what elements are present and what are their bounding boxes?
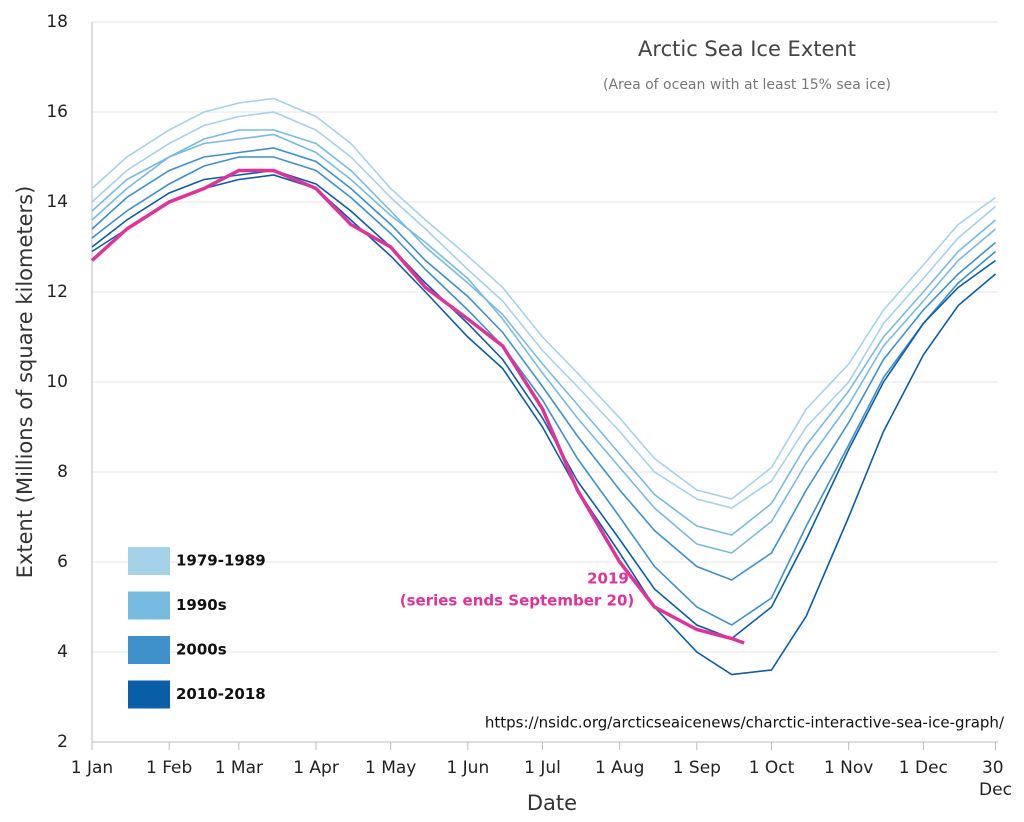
y-tick-label: 4 bbox=[57, 642, 68, 662]
chart-title: Arctic Sea Ice Extent bbox=[638, 37, 856, 61]
x-tick-label: 1 Jan bbox=[71, 758, 113, 778]
year-line bbox=[91, 174, 997, 676]
legend-label: 2000s bbox=[176, 641, 227, 659]
year-line bbox=[91, 147, 997, 581]
year-line bbox=[91, 133, 997, 554]
legend-swatch bbox=[128, 547, 170, 575]
x-tick-label: 1 Jul bbox=[524, 758, 561, 778]
x-axis-label: Date bbox=[527, 791, 577, 815]
x-tick-label: 1 Aug bbox=[595, 758, 644, 778]
year-line bbox=[91, 169, 996, 640]
x-tick-label: 30 Dec bbox=[979, 758, 1012, 800]
x-tick-label: 1 Nov bbox=[824, 758, 873, 778]
year-line bbox=[91, 97, 996, 500]
legend-swatch bbox=[128, 591, 170, 620]
highlight-line bbox=[90, 168, 745, 645]
x-tick-label: 1 Dec bbox=[899, 758, 948, 778]
highlight-label: 2019 bbox=[587, 570, 629, 588]
y-tick-label: 6 bbox=[57, 552, 68, 572]
y-tick-label: 2 bbox=[57, 732, 68, 752]
x-tick-label-part: Dec bbox=[979, 780, 1012, 800]
legend-swatch bbox=[128, 680, 170, 709]
x-tick-label: 1 Apr bbox=[293, 758, 339, 778]
x-tick-label: 1 Feb bbox=[146, 758, 192, 778]
year-line bbox=[91, 111, 997, 509]
legend-swatch bbox=[128, 636, 170, 664]
y-axis-label: Extent (Millions of square kilometers) bbox=[13, 186, 37, 579]
x-tick-label-part: 30 bbox=[982, 758, 1009, 778]
y-tick-label: 14 bbox=[46, 192, 68, 212]
legend-label: 2010-2018 bbox=[176, 685, 266, 703]
y-tick-label: 10 bbox=[46, 372, 68, 392]
source-url: https://nsidc.org/arcticseaicenews/charc… bbox=[485, 714, 1005, 732]
highlight-note: (series ends September 20) bbox=[400, 592, 635, 610]
legend-label: 1979-1989 bbox=[176, 552, 266, 570]
x-tick-label: 1 Jun bbox=[446, 758, 489, 778]
x-tick-label: 1 Sep bbox=[673, 758, 721, 778]
y-tick-label: 12 bbox=[46, 282, 68, 302]
x-tick-label: 1 Oct bbox=[749, 758, 795, 778]
chart-subtitle: (Area of ocean with at least 15% sea ice… bbox=[603, 77, 891, 93]
legend-label: 1990s bbox=[176, 596, 227, 614]
year-line bbox=[91, 129, 997, 536]
year-line bbox=[91, 156, 997, 626]
x-tick-label: 1 Mar bbox=[215, 758, 263, 778]
y-tick-label: 18 bbox=[46, 12, 68, 32]
x-tick-label: 1 May bbox=[365, 758, 416, 778]
y-tick-label: 16 bbox=[46, 102, 68, 122]
y-tick-label: 8 bbox=[57, 462, 68, 482]
